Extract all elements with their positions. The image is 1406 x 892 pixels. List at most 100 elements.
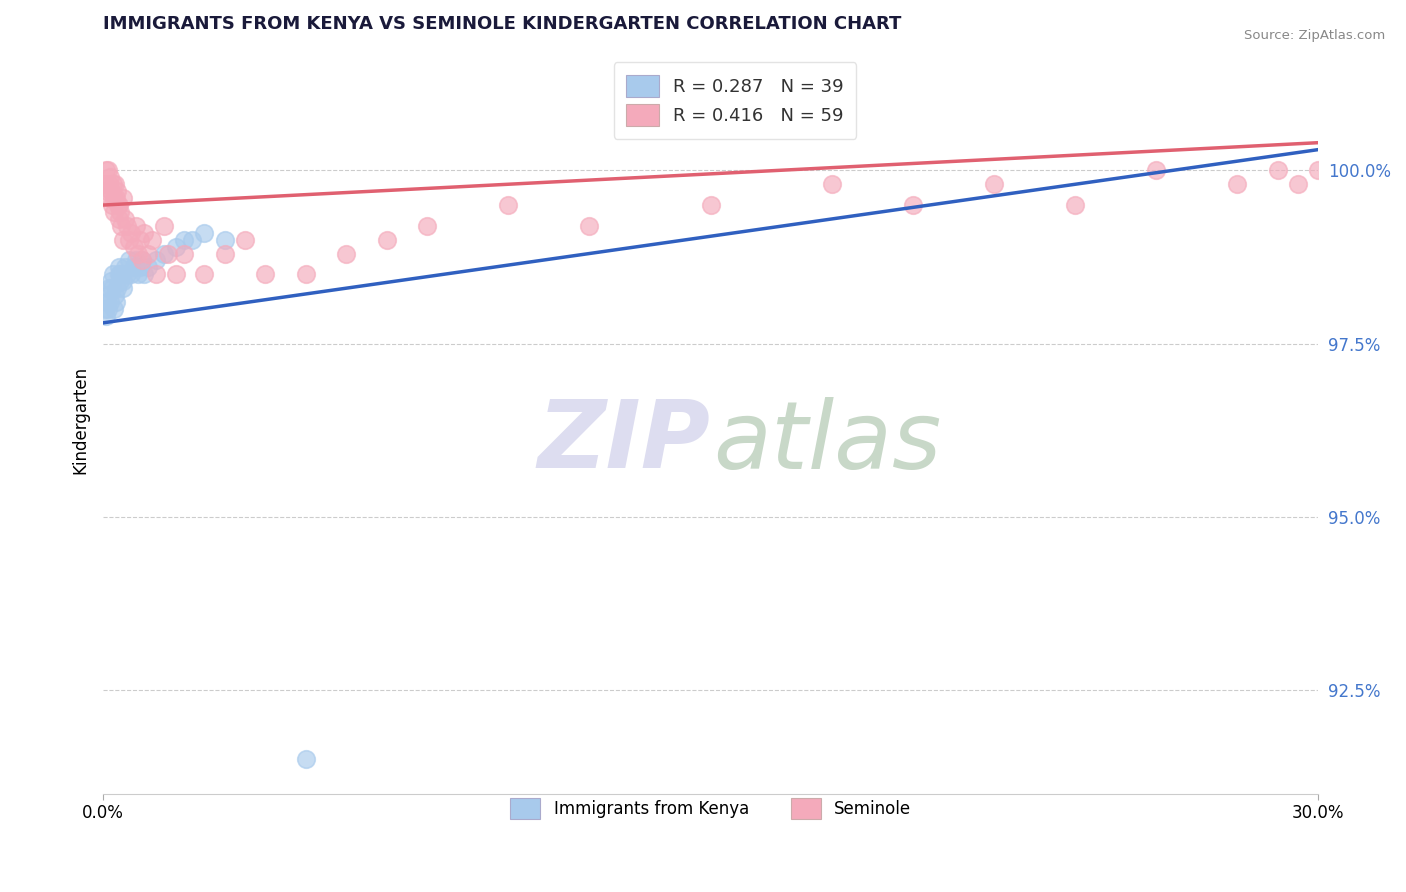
- Point: [108, 260, 131, 275]
- Point: [193, 268, 215, 282]
- Point: [96, 184, 118, 198]
- Point: [118, 253, 141, 268]
- Point: [110, 219, 132, 233]
- Point: [105, 295, 128, 310]
- Point: [141, 233, 163, 247]
- Point: [132, 226, 155, 240]
- Point: [335, 246, 357, 260]
- Point: [103, 301, 125, 316]
- Point: [98, 191, 121, 205]
- Point: [578, 219, 600, 233]
- Point: [97, 301, 120, 316]
- Point: [173, 233, 195, 247]
- Point: [193, 226, 215, 240]
- Point: [145, 253, 167, 268]
- Point: [101, 178, 124, 192]
- Point: [105, 281, 128, 295]
- Point: [153, 246, 176, 260]
- Point: [496, 198, 519, 212]
- Legend: Immigrants from Kenya, Seminole: Immigrants from Kenya, Seminole: [502, 789, 920, 827]
- Point: [233, 233, 256, 247]
- Point: [165, 268, 187, 282]
- Point: [96, 309, 118, 323]
- Point: [112, 274, 135, 288]
- Point: [105, 191, 128, 205]
- Point: [294, 268, 316, 282]
- Point: [156, 246, 179, 260]
- Point: [903, 198, 925, 212]
- Point: [136, 246, 159, 260]
- Point: [131, 253, 153, 268]
- Point: [101, 281, 124, 295]
- Point: [104, 178, 127, 192]
- Point: [108, 205, 131, 219]
- Point: [294, 752, 316, 766]
- Point: [181, 233, 204, 247]
- Point: [108, 198, 131, 212]
- Point: [103, 268, 125, 282]
- Point: [114, 260, 136, 275]
- Point: [128, 233, 150, 247]
- Point: [96, 295, 118, 310]
- Point: [1308, 163, 1330, 178]
- Point: [375, 233, 398, 247]
- Point: [214, 246, 236, 260]
- Point: [107, 211, 129, 226]
- Point: [131, 253, 153, 268]
- Point: [121, 226, 143, 240]
- Y-axis label: Kindergarten: Kindergarten: [72, 366, 89, 474]
- Point: [117, 268, 139, 282]
- Point: [107, 198, 129, 212]
- Point: [1267, 163, 1289, 178]
- Point: [1064, 198, 1087, 212]
- Point: [107, 268, 129, 282]
- Point: [173, 246, 195, 260]
- Point: [821, 178, 844, 192]
- Point: [97, 178, 120, 192]
- Point: [111, 191, 134, 205]
- Point: [132, 268, 155, 282]
- Point: [1286, 178, 1309, 192]
- Point: [165, 239, 187, 253]
- Text: IMMIGRANTS FROM KENYA VS SEMINOLE KINDERGARTEN CORRELATION CHART: IMMIGRANTS FROM KENYA VS SEMINOLE KINDER…: [103, 15, 901, 33]
- Point: [145, 268, 167, 282]
- Point: [416, 219, 439, 233]
- Point: [100, 184, 122, 198]
- Point: [97, 288, 120, 302]
- Point: [122, 239, 145, 253]
- Point: [112, 233, 135, 247]
- Point: [97, 163, 120, 178]
- Point: [100, 274, 122, 288]
- Point: [983, 178, 1005, 192]
- Point: [127, 268, 149, 282]
- Text: ZIP: ZIP: [538, 396, 710, 488]
- Point: [94, 301, 117, 316]
- Point: [108, 274, 131, 288]
- Point: [124, 253, 146, 268]
- Point: [254, 268, 277, 282]
- Point: [118, 233, 141, 247]
- Point: [128, 260, 150, 275]
- Point: [104, 288, 127, 302]
- Point: [114, 211, 136, 226]
- Point: [110, 268, 132, 282]
- Point: [105, 184, 128, 198]
- Point: [214, 233, 236, 247]
- Point: [117, 219, 139, 233]
- Point: [100, 170, 122, 185]
- Point: [103, 191, 125, 205]
- Point: [1144, 163, 1167, 178]
- Point: [124, 219, 146, 233]
- Point: [136, 260, 159, 275]
- Text: atlas: atlas: [713, 397, 942, 488]
- Point: [94, 178, 117, 192]
- Point: [103, 205, 125, 219]
- Point: [100, 295, 122, 310]
- Point: [111, 281, 134, 295]
- Point: [699, 198, 721, 212]
- Point: [122, 260, 145, 275]
- Point: [96, 163, 118, 178]
- Point: [101, 198, 124, 212]
- Text: Source: ZipAtlas.com: Source: ZipAtlas.com: [1244, 29, 1385, 42]
- Point: [153, 219, 176, 233]
